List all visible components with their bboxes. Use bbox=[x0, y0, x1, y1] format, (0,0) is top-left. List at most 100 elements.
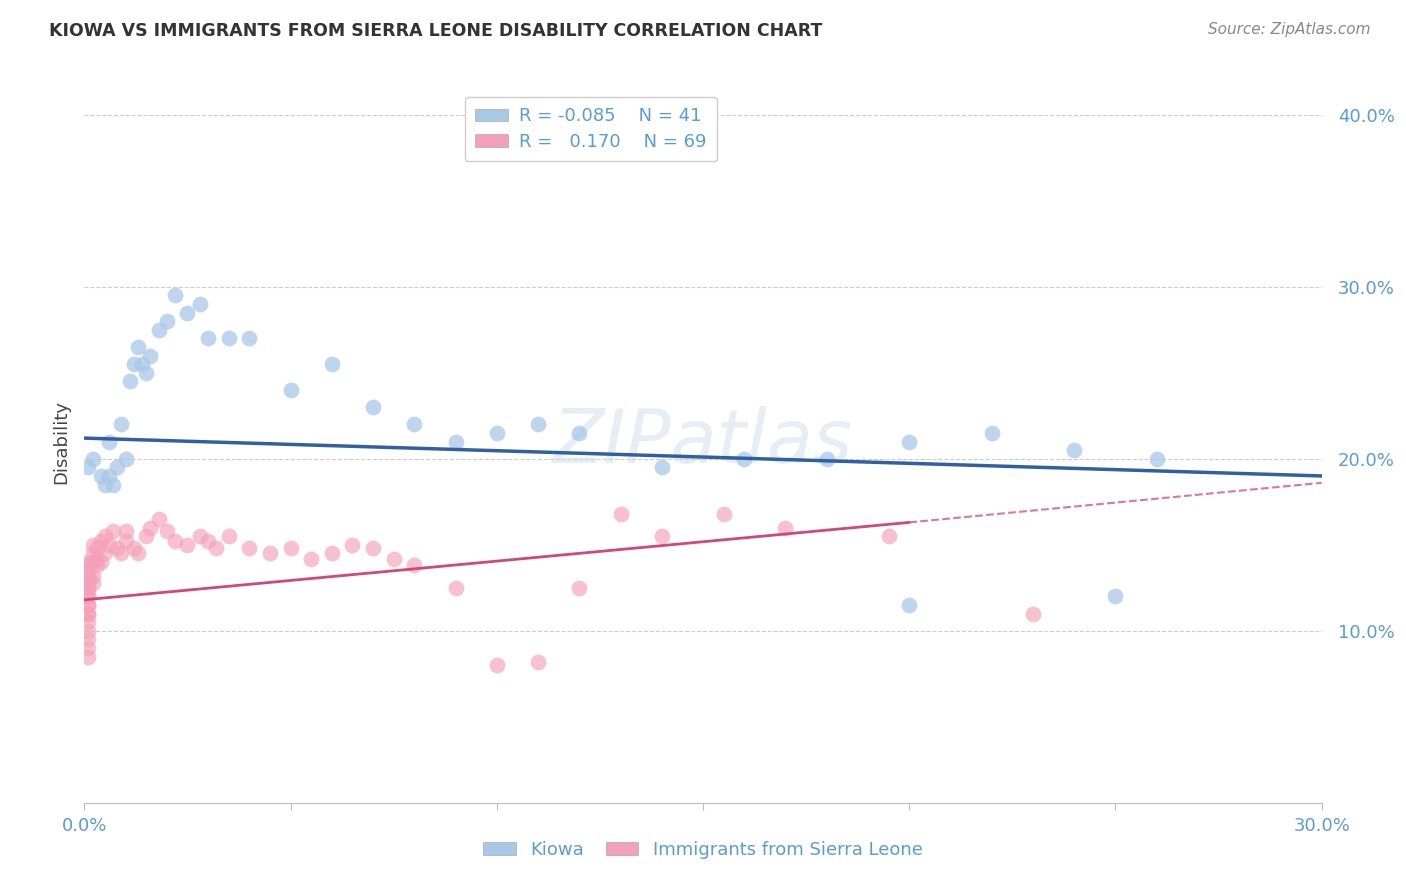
Point bbox=[77, 632, 100, 647]
Point bbox=[114, 534, 136, 549]
Legend: Kiowa, Immigrants from Sierra Leone: Kiowa, Immigrants from Sierra Leone bbox=[477, 834, 929, 866]
Point bbox=[321, 357, 343, 371]
Point bbox=[205, 541, 228, 556]
Point bbox=[94, 529, 117, 543]
Point bbox=[77, 607, 100, 621]
Point bbox=[122, 541, 145, 556]
Point bbox=[98, 538, 121, 552]
Point bbox=[342, 538, 364, 552]
Point bbox=[568, 581, 591, 595]
Point bbox=[77, 555, 100, 569]
Point bbox=[1146, 451, 1168, 466]
Point bbox=[382, 551, 405, 566]
Point bbox=[77, 615, 100, 630]
Point bbox=[1022, 607, 1045, 621]
Point bbox=[527, 655, 550, 669]
Point bbox=[82, 568, 104, 582]
Point bbox=[77, 581, 100, 595]
Point bbox=[77, 624, 100, 638]
Point bbox=[77, 564, 100, 578]
Point bbox=[103, 524, 125, 538]
Point bbox=[238, 541, 260, 556]
Point bbox=[131, 357, 153, 371]
Point bbox=[98, 469, 121, 483]
Point bbox=[218, 331, 240, 345]
Point bbox=[82, 451, 104, 466]
Point bbox=[135, 366, 157, 380]
Y-axis label: Disability: Disability bbox=[52, 400, 70, 483]
Point bbox=[139, 349, 162, 363]
Point bbox=[139, 520, 162, 534]
Point bbox=[77, 572, 100, 586]
Point bbox=[114, 524, 136, 538]
Point bbox=[197, 331, 219, 345]
Point bbox=[148, 512, 170, 526]
Point bbox=[122, 357, 145, 371]
Text: Source: ZipAtlas.com: Source: ZipAtlas.com bbox=[1208, 22, 1371, 37]
Point bbox=[77, 581, 100, 595]
Point bbox=[815, 451, 838, 466]
Point bbox=[98, 434, 121, 449]
Point bbox=[86, 551, 108, 566]
Point bbox=[105, 460, 128, 475]
Point bbox=[77, 598, 100, 612]
Point bbox=[77, 590, 100, 604]
Point bbox=[77, 649, 100, 664]
Point bbox=[110, 546, 132, 560]
Point bbox=[280, 541, 302, 556]
Point bbox=[110, 417, 132, 432]
Point bbox=[280, 383, 302, 397]
Point bbox=[82, 546, 104, 560]
Point bbox=[77, 598, 100, 612]
Point bbox=[176, 538, 198, 552]
Point bbox=[165, 288, 187, 302]
Point bbox=[299, 551, 322, 566]
Point bbox=[127, 340, 149, 354]
Point bbox=[444, 434, 467, 449]
Point bbox=[404, 558, 426, 573]
Point bbox=[238, 331, 260, 345]
Text: ZIPatlas: ZIPatlas bbox=[553, 406, 853, 477]
Point bbox=[77, 572, 100, 586]
Point bbox=[188, 297, 211, 311]
Point bbox=[90, 469, 112, 483]
Point bbox=[77, 590, 100, 604]
Point bbox=[1063, 443, 1085, 458]
Point bbox=[609, 507, 631, 521]
Point bbox=[127, 546, 149, 560]
Point bbox=[713, 507, 735, 521]
Point bbox=[135, 529, 157, 543]
Point bbox=[898, 598, 921, 612]
Point bbox=[651, 460, 673, 475]
Point bbox=[103, 477, 125, 491]
Point bbox=[877, 529, 900, 543]
Point bbox=[114, 451, 136, 466]
Point bbox=[156, 314, 179, 328]
Point bbox=[188, 529, 211, 543]
Point bbox=[94, 546, 117, 560]
Point bbox=[90, 555, 112, 569]
Point bbox=[321, 546, 343, 560]
Point bbox=[361, 541, 384, 556]
Point bbox=[733, 451, 755, 466]
Text: KIOWA VS IMMIGRANTS FROM SIERRA LEONE DISABILITY CORRELATION CHART: KIOWA VS IMMIGRANTS FROM SIERRA LEONE DI… bbox=[49, 22, 823, 40]
Point bbox=[86, 541, 108, 556]
Point bbox=[775, 520, 797, 534]
Point bbox=[105, 541, 128, 556]
Point bbox=[165, 534, 187, 549]
Point bbox=[259, 546, 281, 560]
Point bbox=[82, 538, 104, 552]
Point bbox=[218, 529, 240, 543]
Point bbox=[86, 558, 108, 573]
Point bbox=[77, 607, 100, 621]
Point bbox=[898, 434, 921, 449]
Point bbox=[77, 640, 100, 655]
Point bbox=[527, 417, 550, 432]
Point bbox=[90, 534, 112, 549]
Point bbox=[1104, 590, 1126, 604]
Point bbox=[980, 425, 1002, 440]
Point bbox=[156, 524, 179, 538]
Point bbox=[568, 425, 591, 440]
Point bbox=[118, 375, 141, 389]
Point bbox=[485, 658, 508, 673]
